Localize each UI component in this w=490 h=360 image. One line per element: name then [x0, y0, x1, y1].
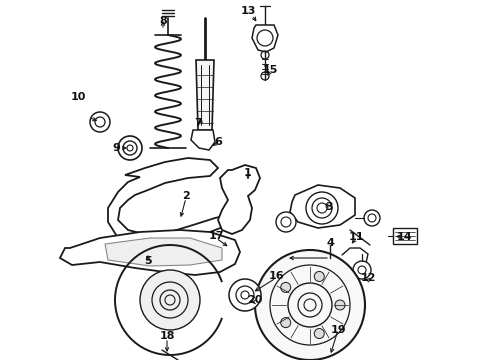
Text: 6: 6	[214, 137, 222, 147]
Text: 11: 11	[348, 232, 364, 242]
Text: 18: 18	[159, 331, 175, 341]
Text: 10: 10	[70, 92, 86, 102]
Circle shape	[314, 271, 324, 282]
Circle shape	[364, 210, 380, 226]
Circle shape	[90, 112, 110, 132]
Polygon shape	[108, 158, 228, 246]
Circle shape	[281, 282, 291, 292]
Circle shape	[335, 300, 345, 310]
Text: 14: 14	[396, 232, 412, 242]
Text: 1: 1	[244, 168, 252, 178]
Text: 15: 15	[262, 65, 278, 75]
Circle shape	[314, 329, 324, 338]
Circle shape	[353, 261, 371, 279]
Circle shape	[276, 212, 296, 232]
Text: 9: 9	[112, 143, 120, 153]
Text: 8: 8	[159, 16, 167, 26]
Text: 20: 20	[247, 295, 263, 305]
Circle shape	[118, 136, 142, 160]
Polygon shape	[105, 238, 222, 266]
Text: 7: 7	[194, 118, 202, 128]
Circle shape	[306, 192, 338, 224]
Polygon shape	[290, 185, 355, 228]
Text: 16: 16	[268, 271, 284, 281]
Polygon shape	[196, 60, 214, 130]
Circle shape	[255, 250, 365, 360]
Text: 17: 17	[208, 231, 224, 241]
Polygon shape	[252, 25, 278, 52]
Text: 13: 13	[240, 6, 256, 16]
Text: 4: 4	[326, 238, 334, 248]
Text: 3: 3	[325, 202, 333, 212]
Circle shape	[281, 318, 291, 328]
Text: 19: 19	[330, 325, 346, 335]
Text: 5: 5	[144, 256, 152, 266]
Polygon shape	[218, 165, 260, 234]
Text: 12: 12	[360, 273, 376, 283]
Polygon shape	[191, 130, 215, 150]
Circle shape	[140, 270, 200, 330]
Bar	[393, 228, 417, 244]
Polygon shape	[60, 230, 240, 275]
Text: 2: 2	[182, 191, 190, 201]
Circle shape	[229, 279, 261, 311]
